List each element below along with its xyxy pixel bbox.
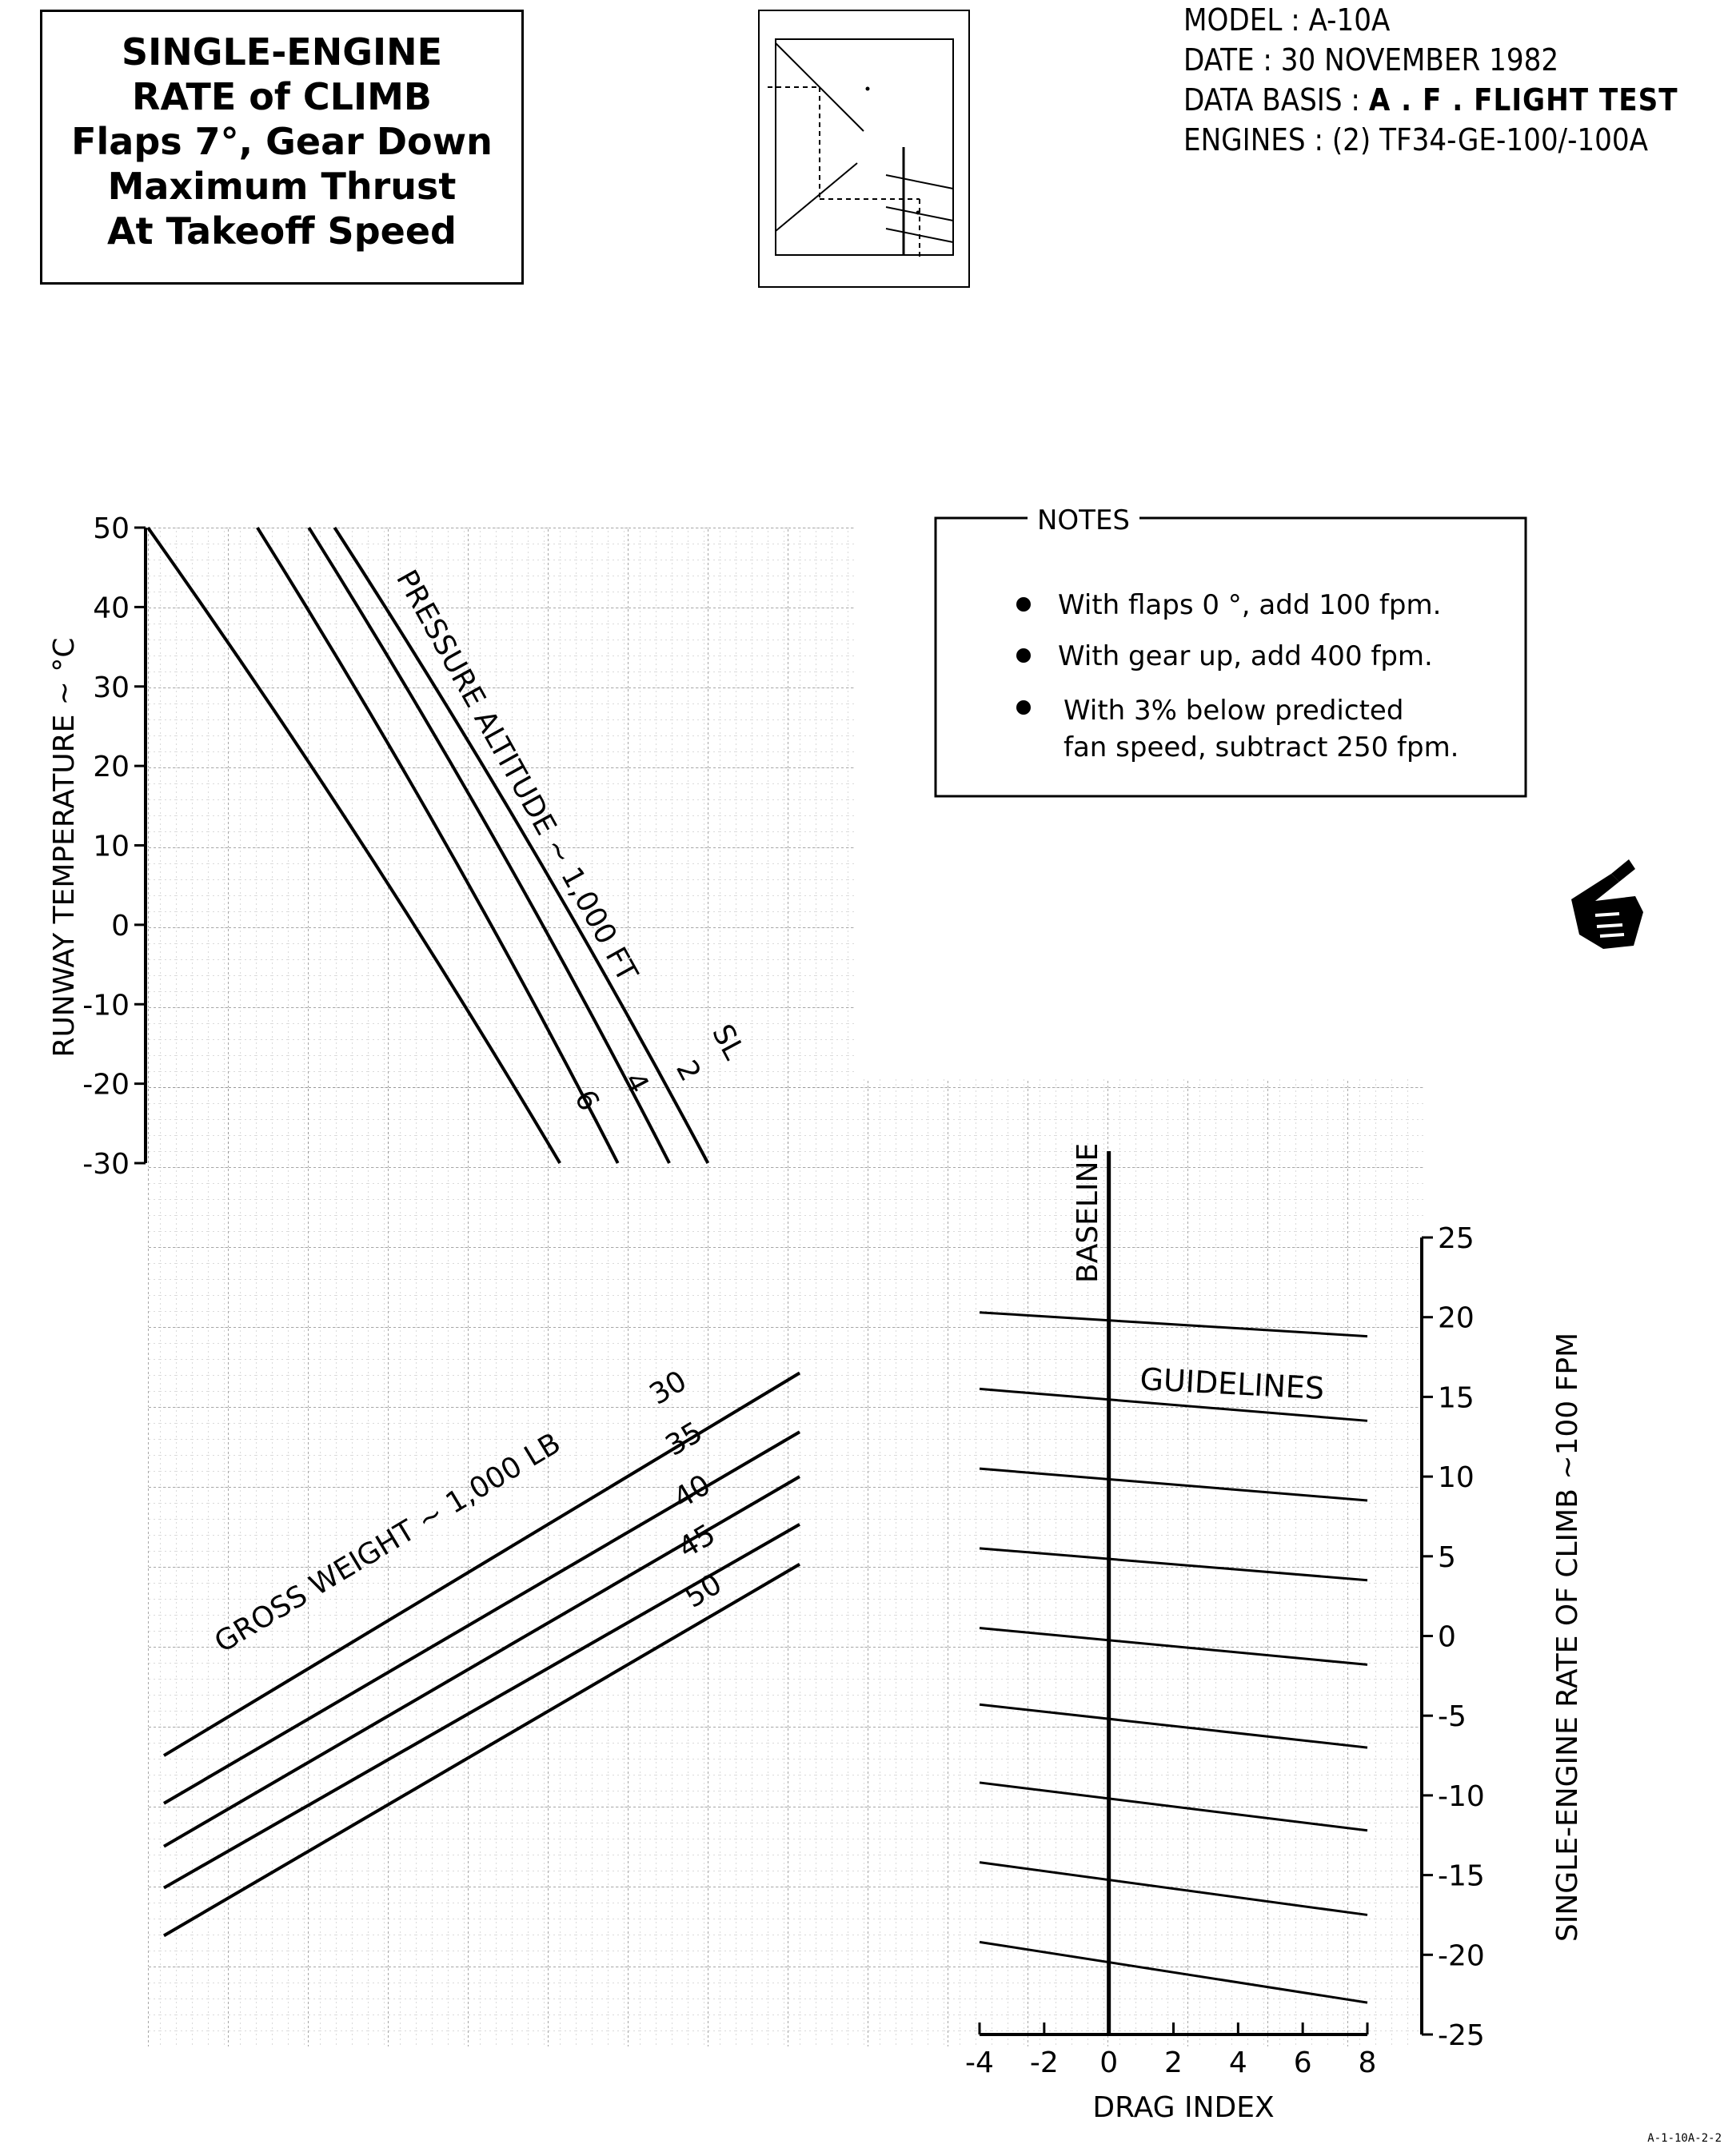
- drag-index-tick-label: -4: [965, 2046, 994, 2079]
- temperature-tick-label: 0: [111, 910, 130, 943]
- guideline: [979, 1861, 1368, 1916]
- title-line-4: Maximum Thrust: [107, 165, 457, 208]
- chart-title-box: SINGLE-ENGINE RATE of CLIMB Flaps 7°, Ge…: [40, 10, 524, 285]
- model-label: MODEL : A-10A: [1183, 2, 1391, 38]
- document-metadata: MODEL : A-10A DATE : 30 NOVEMBER 1982 DA…: [1183, 0, 1678, 160]
- date-label: DATE : 30 NOVEMBER 1982: [1183, 42, 1559, 78]
- drag-index-tick-label: 8: [1359, 2046, 1377, 2079]
- note-item-2: With gear up, add 400 fpm.: [1058, 640, 1433, 672]
- temperature-tick-label: -20: [82, 1069, 130, 1102]
- gross-weight-line-50: [162, 1563, 801, 1938]
- chart-navigation-thumbnail: [758, 10, 970, 288]
- rate-of-climb-tick-label: 15: [1438, 1381, 1475, 1414]
- rate-of-climb-tick-label: 25: [1438, 1222, 1475, 1255]
- rate-of-climb-axis-label: SINGLE-ENGINE RATE OF CLIMB ~100 FPM: [1551, 1333, 1584, 1942]
- drag-index-tick-label: 6: [1294, 2046, 1312, 2079]
- rate-of-climb-tick-label: -5: [1438, 1700, 1467, 1733]
- drag-index-tick-label: 4: [1229, 2046, 1247, 2079]
- pressure-altitude-curve-4: [256, 526, 620, 1164]
- guideline: [979, 1940, 1368, 2004]
- figure-reference: A-1-10A-2-2: [1647, 2132, 1722, 2145]
- baseline-label: BASELINE: [1072, 1143, 1104, 1283]
- guideline: [979, 1387, 1368, 1422]
- pressure-altitude-curve-6: [146, 526, 561, 1165]
- pointing-hand-icon: [1571, 859, 1643, 949]
- temperature-tick-label: 10: [93, 831, 130, 863]
- title-line-2: RATE of CLIMB: [132, 75, 432, 118]
- pressure-altitude-curve-sl: [333, 526, 710, 1164]
- drag-index-tick-label: 0: [1099, 2046, 1118, 2079]
- rate-of-climb-tick-label: 20: [1438, 1302, 1475, 1335]
- thumbnail-diagram: [768, 38, 954, 259]
- gross-weight-line-45: [163, 1523, 800, 1890]
- guideline: [979, 1703, 1368, 1749]
- guideline: [979, 1627, 1368, 1666]
- rate-of-climb-tick-label: -25: [1438, 2019, 1485, 2052]
- drag-index-axis-label: DRAG INDEX: [1092, 2091, 1274, 2124]
- guideline: [979, 1781, 1368, 1832]
- temperature-tick-label: 30: [93, 672, 130, 704]
- rate-of-climb-tick-label: 10: [1438, 1461, 1475, 1494]
- temperature-tick-label: 20: [93, 751, 130, 783]
- gross-weight-line-35: [162, 1430, 801, 1805]
- gross-weight-line-40: [162, 1475, 801, 1848]
- drag-index-axis: -4 -2 0 2 4 6 8 DRAG INDEX: [965, 2022, 1376, 2124]
- temperature-tick-label: -30: [82, 1148, 130, 1181]
- engines-label: ENGINES : (2) TF34-GE-100/-100A: [1183, 122, 1649, 157]
- notes-box: NOTES With flaps 0 °, add 100 fpm. With …: [934, 504, 1527, 798]
- guideline: [979, 1311, 1368, 1338]
- note-item-3b: fan speed, subtract 250 fpm.: [1064, 731, 1459, 763]
- temperature-tick-label: -10: [82, 989, 130, 1022]
- drag-guidelines: [979, 1311, 1368, 2004]
- rate-of-climb-axis: 25 20 15 10 5 0 -5 -10 -15 -20 -25 SINGLE-ENGINE R…: [1420, 1222, 1584, 2052]
- guideline: [979, 1467, 1368, 1502]
- pressure-altitude-curve-2: [307, 526, 671, 1164]
- gross-weight-line-30: [162, 1371, 801, 1757]
- guideline: [979, 1547, 1368, 1582]
- title-line-1: SINGLE-ENGINE: [121, 30, 443, 74]
- data-basis-value: A . F . FLIGHT TEST: [1368, 82, 1678, 118]
- temperature-tick-label: 40: [93, 592, 130, 624]
- note-item-3a: With 3% below predicted: [1064, 695, 1403, 727]
- rate-of-climb-tick-label: -15: [1438, 1860, 1485, 1893]
- data-basis-prefix: DATA BASIS :: [1183, 82, 1369, 118]
- title-line-3: Flaps 7°, Gear Down: [71, 120, 493, 163]
- drag-index-tick-label: 2: [1164, 2046, 1183, 2079]
- drag-index-tick-label: -2: [1030, 2046, 1059, 2079]
- temperature-axis-label: RUNWAY TEMPERATURE ~ °C: [48, 637, 81, 1057]
- note-item-1: With flaps 0 °, add 100 fpm.: [1058, 589, 1441, 621]
- title-line-5: At Takeoff Speed: [107, 209, 457, 253]
- rate-of-climb-tick-label: 5: [1438, 1541, 1456, 1574]
- rate-of-climb-tick-label: -10: [1438, 1780, 1485, 1813]
- rate-of-climb-tick-label: -20: [1438, 1939, 1485, 1972]
- rate-of-climb-tick-label: 0: [1438, 1621, 1456, 1654]
- temperature-axis: 50 40 30 20 10 0 -10 -20 -30 RUNWAY TEMPERATURE …: [48, 512, 147, 1181]
- temperature-tick-label: 50: [93, 512, 130, 545]
- chart-grid: [148, 528, 1423, 2046]
- notes-heading: NOTES: [1037, 504, 1130, 536]
- data-basis-row: DATA BASIS : A . F . FLIGHT TEST: [1183, 80, 1678, 120]
